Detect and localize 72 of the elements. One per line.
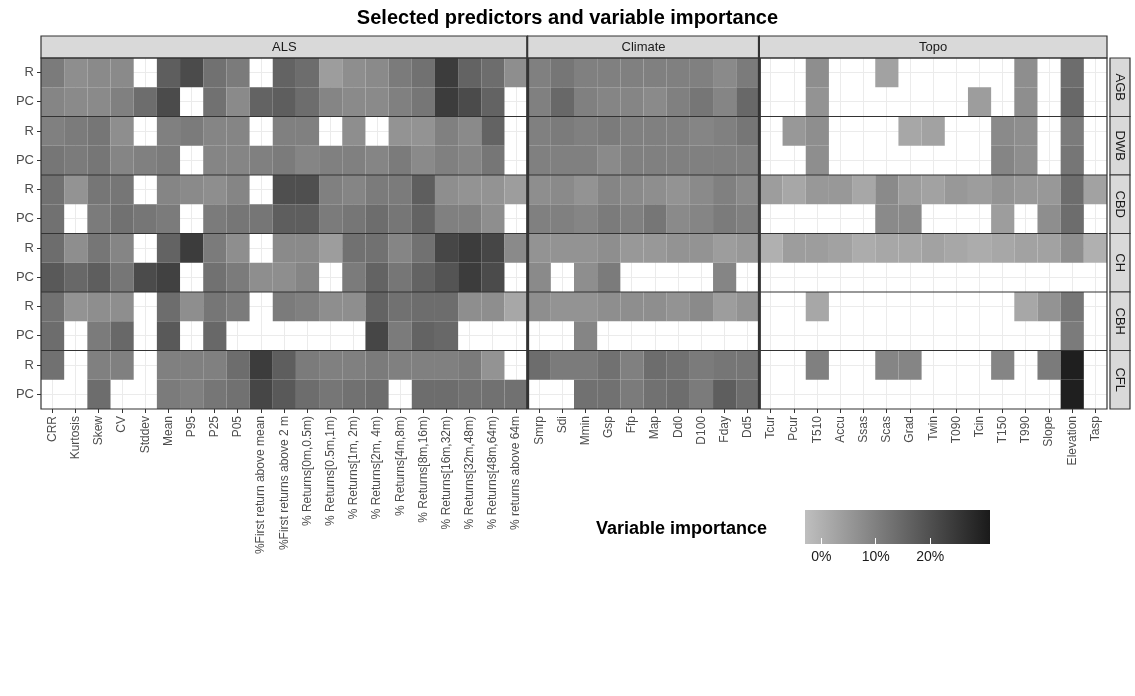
x-tick-label: % Returns[2m, 4m) [369, 416, 384, 520]
x-tick-label: T090 [948, 415, 963, 444]
x-tick-label: Elevation [1064, 416, 1079, 466]
color-bar-title: Variable importance [596, 518, 768, 539]
x-tick-label: T510 [809, 415, 824, 444]
color-bar-label: 20% [915, 548, 946, 564]
x-tick-label: % Returns[8m,16m) [415, 416, 430, 523]
x-tick-label: P95 [183, 415, 198, 438]
x-tick-label: % Returns[16m,32m) [438, 416, 453, 530]
x-tick-label: T990 [1018, 415, 1033, 444]
x-tick-label: Tasp [1087, 415, 1102, 442]
x-tick-label: % Returns[0m,0.5m) [299, 416, 314, 527]
x-tick-label: CV [114, 416, 129, 433]
x-tick-label: Sdi [554, 416, 569, 434]
x-tick-label: Grad [902, 416, 917, 443]
x-tick-label: Twin [925, 416, 940, 441]
x-tick-label: Mean [160, 416, 175, 447]
x-tick-label: Skew [91, 415, 106, 446]
text: Topo [919, 38, 948, 54]
x-tick-label: % Returns[1m, 2m) [346, 416, 361, 520]
y-tick-label: PC [15, 268, 34, 284]
x-tick-label: P25 [207, 415, 222, 438]
y-tick-label: R [24, 122, 34, 138]
y-tick-label: R [24, 239, 34, 255]
y2-tick-label: CFL [1113, 367, 1129, 393]
y-tick-label: PC [15, 151, 34, 167]
x-tick-label: Mmin [577, 416, 592, 446]
x-tick-label: Stddev [137, 416, 152, 454]
y-tick-label: PC [15, 327, 34, 343]
x-tick-label: % Returns[4m,8m) [392, 416, 407, 517]
x-tick-label: T150 [995, 415, 1010, 444]
y-tick-label: PC [15, 93, 34, 109]
x-tick-label: Pcur [786, 416, 801, 441]
x-tick-label: Tcur [763, 416, 778, 439]
x-tick-label: % Returns[32m,48m) [462, 416, 477, 530]
x-tick-label: Slope [1041, 415, 1056, 447]
x-tick-label: Dd5 [740, 415, 755, 439]
x-tick-label: D100 [693, 415, 708, 445]
y2-tick-label: CH [1113, 253, 1129, 273]
y-tick-label: R [24, 298, 34, 314]
x-tick-label: % Returns[48m,64m) [485, 416, 500, 530]
y2-tick-label: DWB [1113, 130, 1129, 161]
x-tick-label: Ffp [624, 415, 639, 434]
x-tick-label: Tcin [971, 416, 986, 438]
y2-tick-label: AGB [1113, 73, 1129, 101]
y-tick-label: PC [15, 385, 34, 401]
chart-title: Selected predictors and variable importance [355, 6, 780, 29]
y-tick-label: PC [15, 210, 34, 226]
y-tick-label: R [24, 181, 34, 197]
text: Climate [621, 38, 666, 54]
x-tick-label: Scas [879, 416, 894, 443]
y2-tick-label: CBH [1113, 307, 1129, 335]
x-tick-label: % Returns[0.5m,1m) [322, 416, 337, 527]
x-tick-label: Gsp [601, 415, 616, 439]
x-tick-label: %First returns above 2 m [276, 416, 291, 551]
x-tick-label: Fday [716, 416, 731, 443]
x-tick-label: Accu [832, 416, 847, 443]
x-tick-label: Smrp [531, 415, 546, 445]
y-tick-label: R [24, 64, 34, 80]
color-bar-label: 0% [810, 548, 833, 564]
x-tick-label: Map [647, 415, 662, 440]
x-tick-label: Kurtosis [68, 416, 83, 460]
text: ALS [272, 38, 297, 54]
x-tick-label: Dd0 [670, 415, 685, 439]
x-tick-label: P05 [230, 415, 245, 438]
x-tick-label: % returns above 64m [508, 416, 523, 531]
y2-tick-label: CBD [1113, 190, 1129, 218]
x-tick-label: CRR [44, 415, 59, 442]
y-tick-label: R [24, 356, 34, 372]
x-tick-label: Ssas [855, 416, 870, 443]
x-tick-label: %First return above mean [253, 416, 268, 555]
color-bar-label: 10% [860, 548, 891, 564]
